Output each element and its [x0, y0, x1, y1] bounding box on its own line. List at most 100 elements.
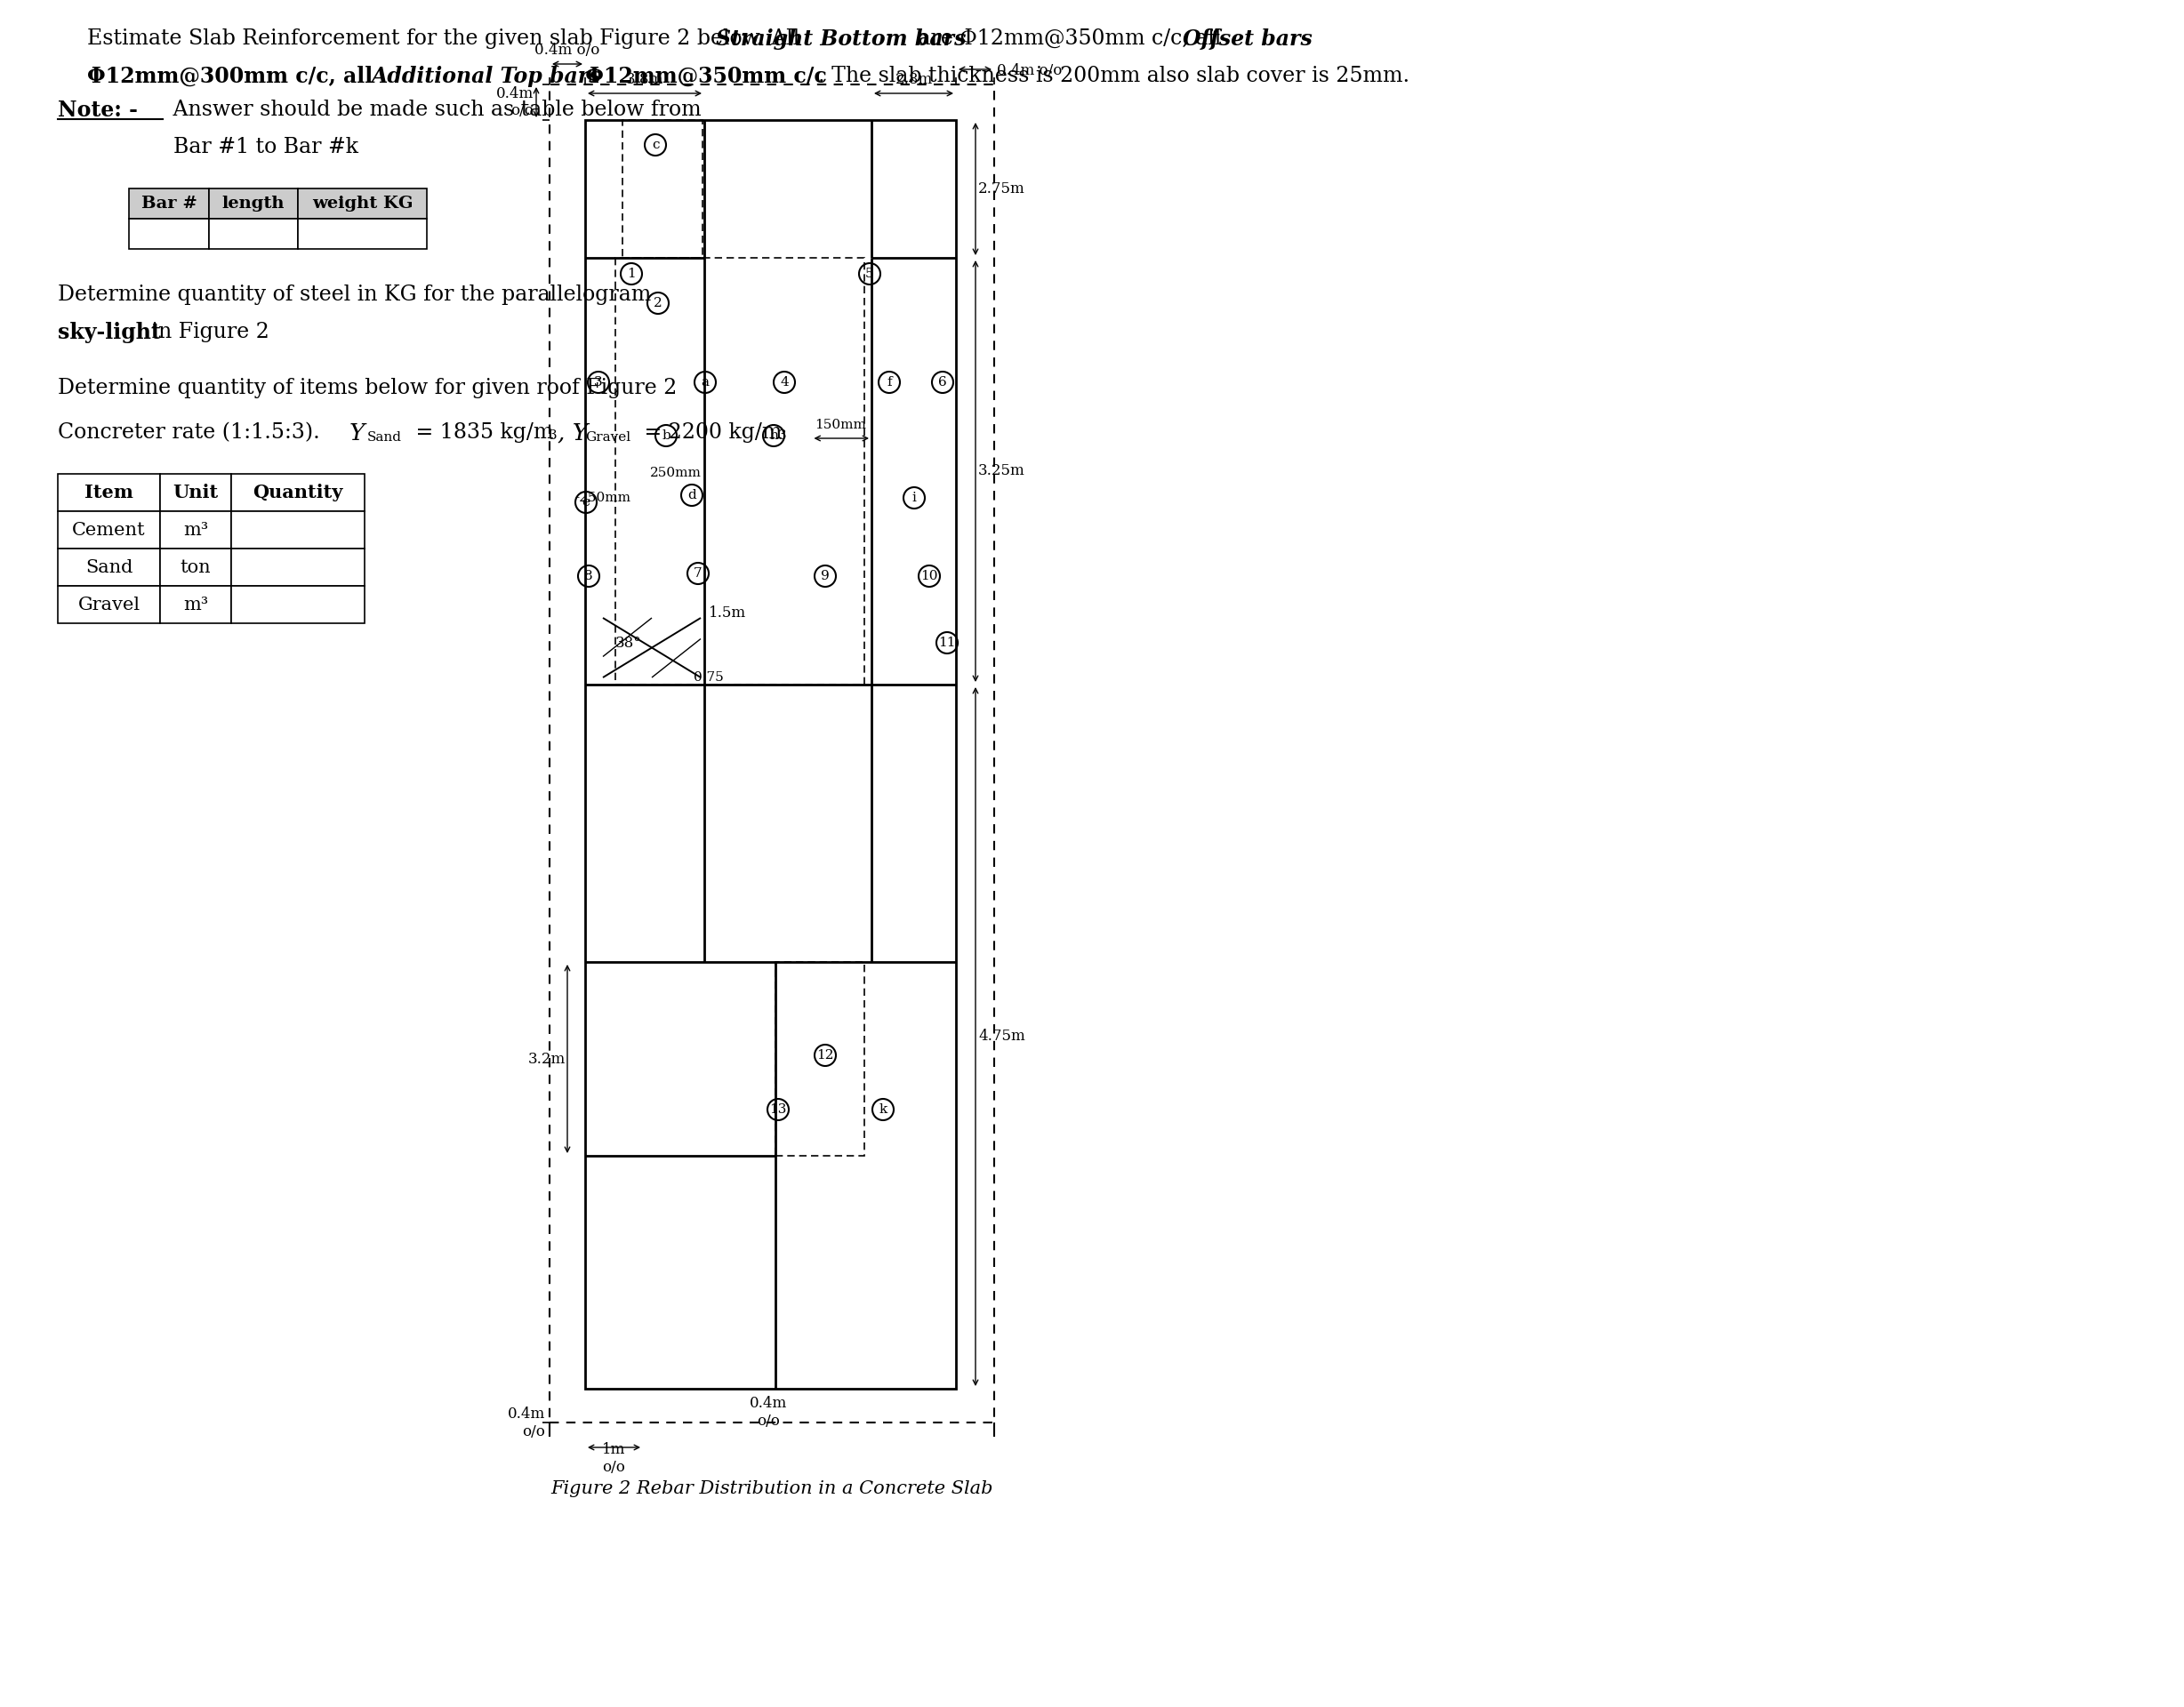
Text: Sand: Sand [367, 432, 402, 444]
Bar [57, 548, 159, 586]
Bar [232, 510, 365, 548]
Text: 3: 3 [548, 430, 557, 442]
Bar [129, 218, 210, 249]
Text: 10: 10 [922, 570, 937, 582]
Text: 5: 5 [865, 268, 874, 280]
Text: Straight Bottom bars: Straight Bottom bars [716, 29, 965, 50]
Text: Figure 2 Rebar Distribution in a Concrete Slab: Figure 2 Rebar Distribution in a Concret… [550, 1480, 994, 1497]
Text: 1: 1 [627, 268, 636, 280]
Text: Note: -: Note: - [57, 99, 138, 121]
Text: Quantity: Quantity [253, 483, 343, 502]
Text: 38°: 38° [616, 635, 642, 650]
Text: -250mm: -250mm [574, 492, 631, 504]
Bar [159, 475, 232, 510]
Text: b: b [662, 430, 670, 442]
Text: length: length [223, 196, 284, 212]
Text: Answer should be made such as table below from: Answer should be made such as table belo… [166, 99, 701, 119]
Bar [210, 188, 297, 218]
Bar [159, 510, 232, 548]
Text: Determine quantity of items below for given roof Figure 2: Determine quantity of items below for gi… [57, 377, 677, 398]
Bar [616, 258, 865, 685]
Text: Φ12mm@300mm c/c, all: Φ12mm@300mm c/c, all [87, 67, 380, 87]
Text: 250mm: 250mm [651, 466, 701, 480]
Text: 1m
o/o: 1m o/o [603, 1442, 625, 1475]
Bar [57, 586, 159, 623]
Text: m³: m³ [183, 521, 207, 538]
Text: = 1835 kg/m: = 1835 kg/m [408, 422, 553, 442]
Text: Offset bars: Offset bars [1184, 29, 1313, 50]
Text: Cement: Cement [72, 521, 146, 538]
Text: Gravel: Gravel [585, 432, 631, 444]
Text: d: d [688, 488, 697, 502]
Text: = 2200 kg/m: = 2200 kg/m [638, 422, 782, 442]
Text: Gravel: Gravel [79, 596, 140, 613]
Text: 150mm: 150mm [815, 418, 867, 432]
Text: ton: ton [181, 558, 212, 575]
Text: Φ12mm@350mm c/c: Φ12mm@350mm c/c [579, 67, 828, 87]
Bar [775, 963, 865, 1156]
Text: h: h [769, 430, 778, 442]
Bar [297, 188, 426, 218]
Text: 0.4m
o/o: 0.4m o/o [749, 1396, 786, 1429]
Text: Item: Item [85, 483, 133, 502]
Text: 0.4m o/o: 0.4m o/o [535, 43, 601, 58]
Text: 0.4m
o/o: 0.4m o/o [496, 85, 533, 118]
Bar [159, 586, 232, 623]
Bar [585, 119, 957, 1389]
Text: 13: 13 [769, 1103, 786, 1116]
Bar [232, 548, 365, 586]
Bar [129, 188, 210, 218]
Text: in Figure 2: in Figure 2 [144, 323, 269, 343]
Text: 6: 6 [939, 376, 948, 389]
Bar [622, 119, 703, 258]
Bar [297, 218, 426, 249]
Bar [57, 475, 159, 510]
Text: 7: 7 [695, 567, 703, 580]
Text: f: f [887, 376, 891, 389]
Text: 8: 8 [585, 570, 594, 582]
Text: Concreter rate (1:1.5:3).: Concreter rate (1:1.5:3). [57, 422, 328, 442]
Text: . The slab thickness is 200mm also slab cover is 25mm.: . The slab thickness is 200mm also slab … [819, 67, 1409, 87]
Text: 3: 3 [594, 376, 603, 389]
Text: Additional Top bars: Additional Top bars [371, 67, 601, 87]
Text: i: i [913, 492, 917, 504]
Text: 2: 2 [653, 297, 662, 309]
Text: 0.75: 0.75 [695, 671, 723, 685]
Text: c: c [651, 138, 660, 152]
Text: 3: 3 [778, 430, 786, 442]
Bar [550, 84, 994, 1422]
Bar [57, 510, 159, 548]
Text: 4.75m: 4.75m [978, 1029, 1024, 1045]
Text: 3.8m: 3.8m [627, 72, 664, 87]
Bar [210, 218, 297, 249]
Text: Y: Y [349, 422, 365, 444]
Text: are Φ12mm@350mm c/c, all: are Φ12mm@350mm c/c, all [911, 29, 1227, 50]
Text: 2.8m: 2.8m [895, 72, 933, 87]
Text: 3.25m: 3.25m [978, 464, 1024, 478]
Text: 2.75m: 2.75m [978, 181, 1024, 196]
Bar [232, 586, 365, 623]
Text: Bar #1 to Bar #k: Bar #1 to Bar #k [173, 137, 358, 157]
Text: 12: 12 [817, 1050, 834, 1062]
Text: Sand: Sand [85, 558, 133, 575]
Text: 4: 4 [780, 376, 788, 389]
Text: 0.4m o/o: 0.4m o/o [996, 63, 1061, 79]
Text: 9: 9 [821, 570, 830, 582]
Text: , Y: , Y [557, 422, 587, 444]
Text: m³: m³ [183, 596, 207, 613]
Text: a: a [701, 376, 710, 389]
Text: e: e [581, 497, 590, 509]
Bar [159, 548, 232, 586]
Text: sky-light: sky-light [57, 323, 162, 343]
Text: 1.5m: 1.5m [710, 606, 747, 621]
Text: weight KG: weight KG [312, 196, 413, 212]
Text: Determine quantity of steel in KG for the parallelogram: Determine quantity of steel in KG for th… [57, 285, 657, 306]
Bar [232, 475, 365, 510]
Text: 3.2m: 3.2m [529, 1052, 566, 1067]
Text: 0.4m
o/o: 0.4m o/o [507, 1407, 546, 1439]
Text: Bar #: Bar # [142, 196, 197, 212]
Text: Estimate Slab Reinforcement for the given slab Figure 2 below. All: Estimate Slab Reinforcement for the give… [87, 29, 806, 50]
Text: 11: 11 [939, 637, 957, 649]
Text: Unit: Unit [173, 483, 218, 502]
Text: k: k [878, 1103, 887, 1116]
